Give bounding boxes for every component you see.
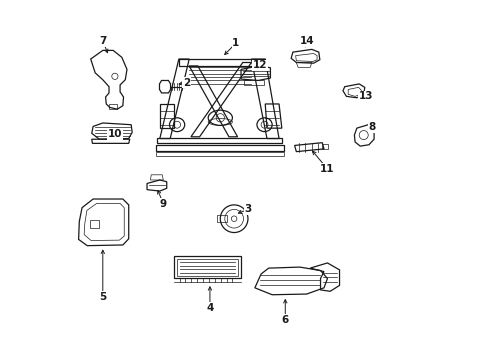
Text: 10: 10 (107, 129, 122, 139)
Text: 12: 12 (252, 60, 267, 70)
Text: 14: 14 (300, 36, 314, 46)
Text: 1: 1 (232, 38, 239, 48)
Text: 8: 8 (368, 122, 375, 132)
Text: 3: 3 (244, 204, 251, 214)
Text: 13: 13 (358, 91, 373, 102)
Text: 9: 9 (160, 198, 166, 208)
Text: 4: 4 (206, 303, 213, 313)
Text: 5: 5 (99, 292, 106, 302)
Bar (89, 220, 99, 228)
Text: 7: 7 (99, 36, 106, 46)
Text: 6: 6 (281, 315, 288, 325)
Text: 11: 11 (320, 164, 334, 174)
Text: 2: 2 (183, 77, 190, 87)
